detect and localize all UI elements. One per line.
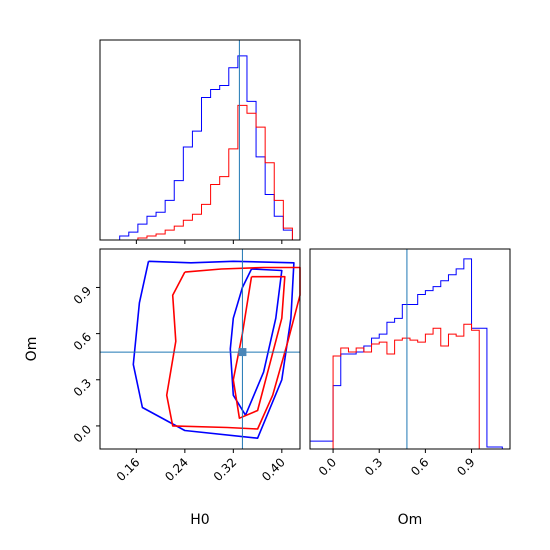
x-tick-label: 0.24 bbox=[162, 455, 191, 484]
panel-frame bbox=[99, 39, 301, 241]
h0-marginal-panel bbox=[99, 39, 301, 244]
x-tick-label: 0.16 bbox=[114, 455, 143, 484]
panel-frame bbox=[99, 248, 301, 450]
red-histogram-series bbox=[110, 104, 293, 241]
blue-histogram-series bbox=[309, 258, 503, 449]
blue-outer-contour bbox=[132, 260, 295, 440]
x-tick-label: 0.9 bbox=[454, 455, 477, 478]
x-tick-label: 0.32 bbox=[211, 455, 240, 484]
om-marginal-axis-label: Om bbox=[398, 512, 423, 528]
y-tick-label: 0.0 bbox=[71, 422, 94, 445]
truth-marker bbox=[238, 348, 247, 357]
x-tick-label: 0.6 bbox=[408, 455, 431, 478]
blue-histogram-series bbox=[110, 55, 293, 241]
y-tick-label: 0.3 bbox=[71, 376, 94, 399]
blue-inner-contour bbox=[229, 268, 283, 417]
y-tick-label: 0.9 bbox=[71, 284, 94, 307]
red-inner-contour bbox=[232, 275, 286, 420]
red-outer-contour bbox=[165, 266, 301, 430]
red-histogram-series bbox=[310, 323, 503, 450]
y-tick-label: 0.6 bbox=[71, 330, 94, 353]
panel-frame bbox=[309, 248, 511, 450]
x-tick-label: 0.0 bbox=[316, 455, 339, 478]
x-tick-label: 0.40 bbox=[259, 455, 288, 484]
om-axis-label: Om bbox=[24, 337, 40, 362]
h0-axis-label: H0 bbox=[190, 512, 209, 528]
om-marginal-panel: 0.0 0.3 0.6 0.9 bbox=[309, 248, 511, 479]
h0-om-contour-panel: 0.16 0.24 0.32 0.40 0.0 0.3 0.6 0.9 bbox=[71, 248, 301, 484]
x-tick-label: 0.3 bbox=[362, 455, 385, 478]
